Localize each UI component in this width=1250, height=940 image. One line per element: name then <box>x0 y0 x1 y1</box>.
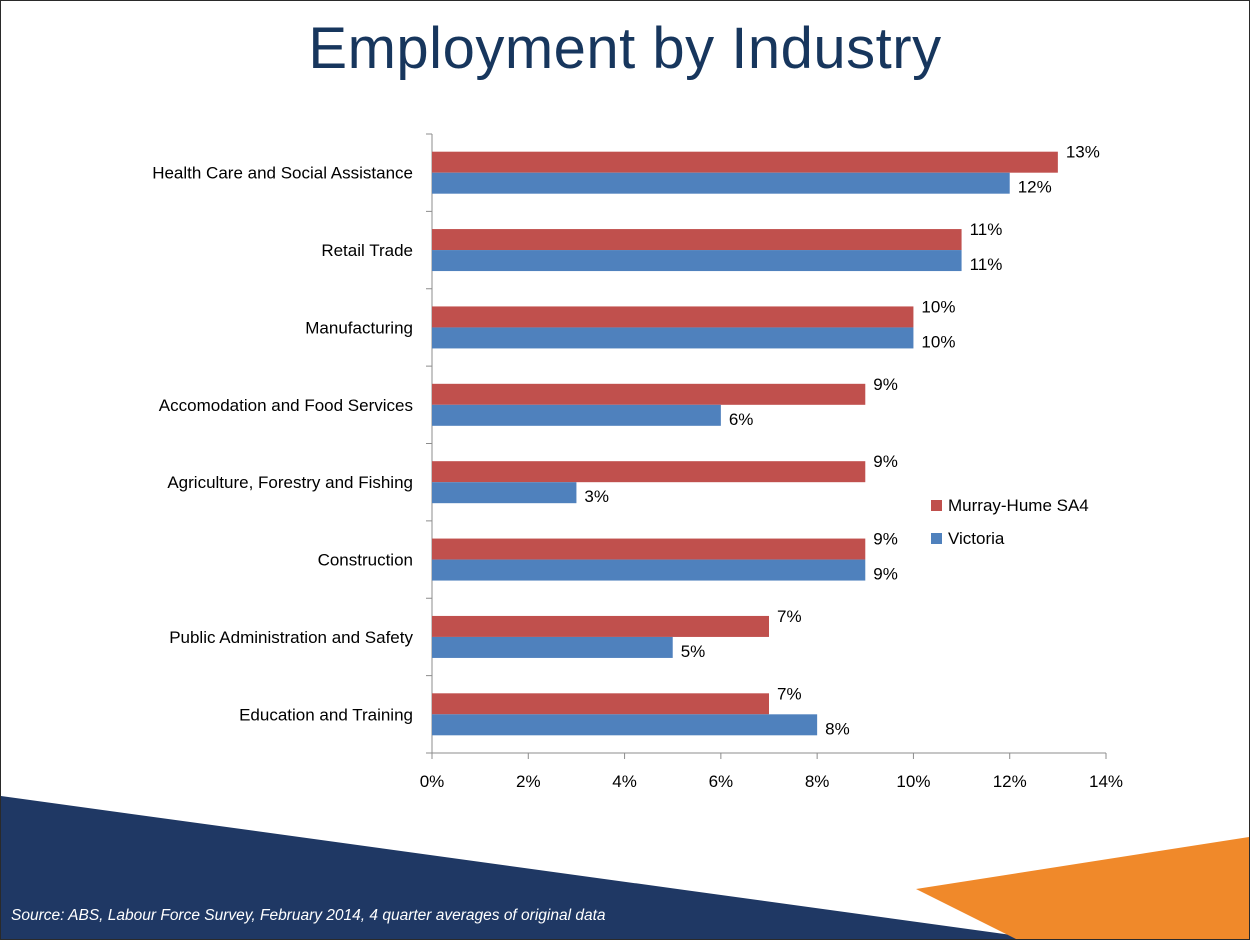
footer-navy-band <box>1 796 1041 939</box>
data-label: 11% <box>970 255 1003 274</box>
category-label: Manufacturing <box>305 318 413 337</box>
bar-victoria <box>432 714 818 736</box>
bar-victoria <box>432 636 673 658</box>
category-label: Accomodation and Food Services <box>159 396 413 415</box>
bar-victoria <box>432 250 962 272</box>
x-tick-label: 12% <box>993 772 1027 791</box>
category-label: Construction <box>318 551 413 570</box>
category-label: Education and Training <box>239 705 413 724</box>
data-label: 9% <box>873 452 898 471</box>
x-tick-label: 2% <box>516 772 541 791</box>
bar-murray-hume <box>432 461 866 483</box>
bar-victoria <box>432 172 1010 194</box>
bar-victoria <box>432 404 721 426</box>
x-tick-label: 8% <box>805 772 830 791</box>
data-label: 10% <box>921 297 955 316</box>
category-label: Public Administration and Safety <box>169 628 413 647</box>
x-tick-label: 0% <box>420 772 445 791</box>
bar-murray-hume <box>432 229 962 251</box>
data-label: 3% <box>584 487 609 506</box>
bar-victoria <box>432 327 914 349</box>
data-label: 10% <box>921 332 955 351</box>
bar-victoria <box>432 482 577 504</box>
footer-orange-band <box>916 837 1249 939</box>
data-label: 5% <box>681 642 706 661</box>
page-title: Employment by Industry <box>308 16 942 81</box>
bar-murray-hume <box>432 383 866 405</box>
category-label: Agriculture, Forestry and Fishing <box>167 473 413 492</box>
data-label: 11% <box>970 220 1003 239</box>
legend-swatch-victoria <box>931 533 942 544</box>
data-label: 7% <box>777 684 802 703</box>
data-label: 9% <box>873 565 898 584</box>
category-label: Health Care and Social Assistance <box>152 164 413 183</box>
legend-swatch-murray-hume <box>931 500 942 511</box>
x-tick-label: 10% <box>896 772 930 791</box>
x-tick-label: 4% <box>612 772 637 791</box>
legend-label-murray-hume: Murray-Hume SA4 <box>948 496 1089 515</box>
category-label: Retail Trade <box>321 241 413 260</box>
bar-victoria <box>432 559 866 581</box>
x-tick-label: 14% <box>1089 772 1123 791</box>
legend-label-victoria: Victoria <box>948 529 1005 548</box>
data-label: 8% <box>825 719 850 738</box>
data-label: 9% <box>873 530 898 549</box>
data-label: 7% <box>777 607 802 626</box>
bar-murray-hume <box>432 538 866 560</box>
bar-murray-hume <box>432 615 769 637</box>
bar-murray-hume <box>432 306 914 328</box>
x-tick-label: 6% <box>709 772 734 791</box>
bar-murray-hume <box>432 693 769 715</box>
data-label: 6% <box>729 410 754 429</box>
source-note: Source: ABS, Labour Force Survey, Februa… <box>11 907 606 924</box>
data-label: 9% <box>873 375 898 394</box>
bar-murray-hume <box>432 151 1058 173</box>
data-label: 13% <box>1066 143 1100 162</box>
data-label: 12% <box>1018 178 1052 197</box>
